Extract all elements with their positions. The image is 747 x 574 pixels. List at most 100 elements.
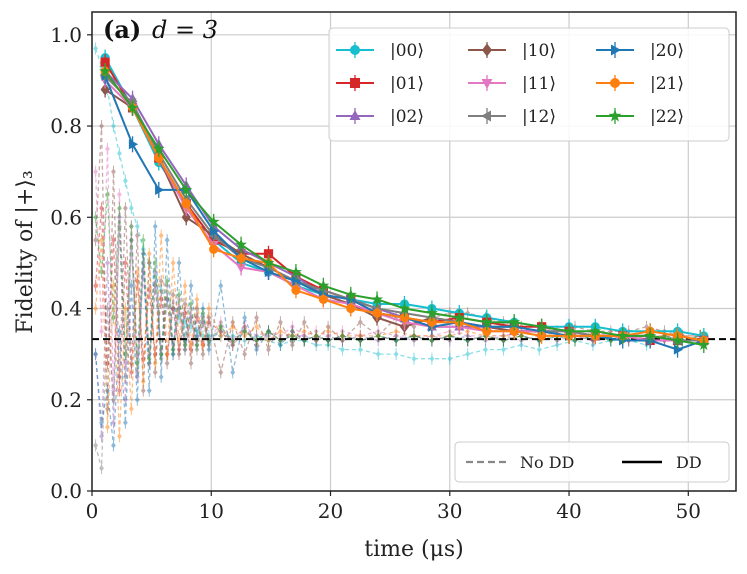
no-dd-point-3-4 [117,373,122,381]
legend-marker-2 [349,110,361,120]
no-dd-point-6-10 [152,223,158,230]
no-dd-point-8-20 [218,323,224,330]
no-dd-point-3-27 [301,319,307,326]
no-dd-point-8-24 [266,328,271,335]
dd-point-7-2 [154,153,164,163]
dd-point-8-19 [616,329,629,341]
no-dd-point-6-21 [230,369,236,376]
no-dd-point-0-33 [393,350,399,358]
dd-point-8-7 [290,265,302,278]
no-dd-point-7-7 [134,268,140,276]
no-dd-point-3-37 [465,309,471,317]
legend-marker-4 [481,79,493,89]
no-dd-point-0-38 [483,346,488,353]
no-dd-point-8-13 [170,346,176,353]
dd-series-8 [99,63,710,354]
no-dd-point-3-6 [128,360,134,367]
dd-point-7-12 [427,317,437,327]
no-dd-point-8-21 [230,337,236,344]
no-dd-point-5-5 [122,373,128,381]
dd-point-8-21 [671,334,684,346]
dd-point-8-1 [126,101,139,113]
dd-point-3-3 [181,211,191,224]
y-axis-ticks: 0.0 0.2 0.4 0.6 0.8 1.0 [50,23,92,503]
no-dd-point-8-14 [176,291,182,299]
no-dd-point-1-17 [194,314,200,321]
no-dd-point-8-15 [182,341,188,349]
legend-marker-0 [350,45,360,55]
no-dd-point-7-9 [146,250,152,257]
no-dd-point-0-37 [465,350,471,358]
no-dd-point-3-26 [289,341,295,349]
no-dd-point-7-24 [266,337,271,344]
no-dd-point-8-45 [608,337,614,344]
no-dd-point-0-32 [375,350,381,358]
no-dd-point-8-17 [194,341,200,349]
no-dd-point-8-43 [572,337,578,344]
legend-marker-7 [610,78,620,88]
no-dd-point-7-13 [170,259,176,267]
no-dd-point-7-12 [164,350,170,358]
no-dd-point-5-1 [99,464,104,472]
no-dd-point-3-33 [393,314,399,321]
no-dd-point-3-12 [164,360,170,367]
dd-point-8-6 [262,256,275,268]
no-dd-point-8-40 [518,332,524,340]
no-dd-point-0-34 [411,355,417,362]
style-legend-box [454,441,730,483]
legend-label-1: |01⟩ [390,74,424,94]
no-dd-point-8-0 [93,214,98,221]
style-legend: No DD DD [454,441,730,483]
no-dd-point-7-17 [194,296,200,303]
dd-point-3-0 [100,83,110,96]
x-tick-label-3: 30 [437,499,462,523]
x-axis-ticks: 0 10 20 30 40 50 [86,491,701,523]
no-dd-point-1-13 [170,305,176,312]
no-dd-point-3-18 [200,350,206,358]
dd-point-8-9 [344,288,357,300]
no-dd-point-1-8 [140,355,146,362]
no-dd-point-7-27 [301,328,307,335]
dd-point-8-22 [697,338,710,351]
no-dd-point-7-21 [230,323,236,330]
no-dd-point-0-5 [122,177,128,184]
no-dd-point-1-9 [146,287,152,294]
no-dd-point-3-1 [99,122,104,130]
no-dd-point-8-31 [357,337,363,344]
dd-point-8-15 [508,315,521,328]
no-dd-point-4-3 [111,387,116,394]
no-dd-point-5-12 [164,296,170,303]
dd-point-8-17 [563,325,575,337]
no-dd-point-3-36 [447,309,453,317]
y-tick-label-4: 0.8 [50,114,82,138]
dd-point-6-2 [155,184,165,195]
dd-point-7-10 [372,308,382,318]
y-axis-label: Fidelity of |+⟩₃ [13,170,38,333]
no-dd-point-7-25 [278,328,283,335]
no-dd-point-1-4 [117,387,122,394]
no-dd-point-3-11 [158,277,164,285]
no-dd-point-7-11 [158,232,164,239]
no-dd-point-8-36 [447,332,453,340]
no-dd-point-6-6 [128,282,134,289]
no-dd-point-3-31 [357,319,363,326]
dd-point-7-4 [209,244,219,254]
dd-point-8-12 [425,306,438,319]
no-dd-point-8-12 [164,277,170,285]
no-dd-point-0-14 [176,314,182,321]
no-dd-point-8-38 [483,332,488,340]
no-dd-point-8-10 [152,259,158,267]
no-dd-point-5-10 [152,282,158,289]
dd-point-8-20 [644,329,657,341]
dd-point-8-11 [398,302,411,314]
no-dd-point-3-14 [176,350,182,358]
no-dd-point-8-41 [536,337,542,344]
no-dd-point-6-17 [194,332,200,340]
dd-point-8-0 [99,65,112,77]
legend-marker-6 [611,44,621,56]
dd-point-7-7 [291,285,301,295]
no-dd-point-8-7 [134,360,140,367]
no-dd-point-7-14 [176,337,182,344]
no-dd-point-6-7 [134,396,140,403]
no-dd-point-0-16 [188,323,194,330]
